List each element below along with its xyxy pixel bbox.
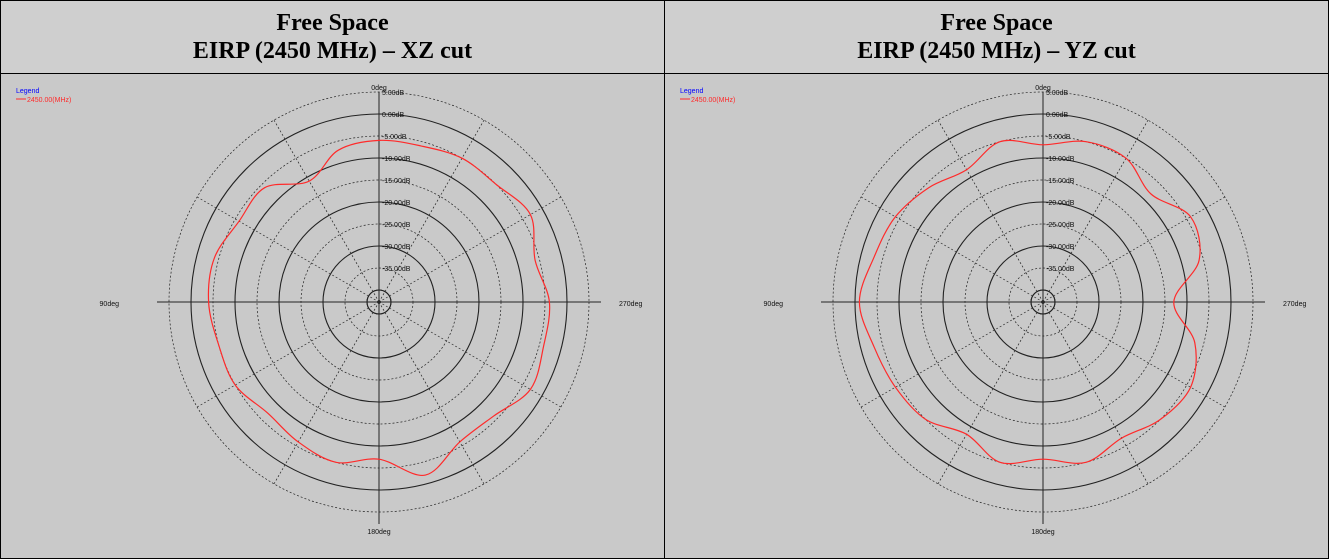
grid-spoke xyxy=(273,119,380,303)
polar-grid xyxy=(821,91,1265,524)
grid-spoke xyxy=(196,301,380,408)
radial-tick-label: -30.00dB xyxy=(1046,244,1075,251)
radial-tick-label: -30.00dB xyxy=(382,244,411,251)
radial-tick-label: -10.00dB xyxy=(382,156,411,163)
angle-label: 270deg xyxy=(1283,301,1306,308)
legend-title: Legend xyxy=(16,88,39,95)
angle-label: 0deg xyxy=(371,85,387,92)
trace-line xyxy=(858,139,1201,465)
grid-spoke xyxy=(378,196,562,303)
angle-label: 270deg xyxy=(619,301,642,308)
grid-center-circle xyxy=(366,289,392,315)
grid-spoke xyxy=(378,301,562,408)
panel-title-line1: Free Space xyxy=(940,10,1053,36)
radial-tick-label: -25.00dB xyxy=(382,222,411,229)
grid-center-circle xyxy=(1030,289,1056,315)
radial-tick-label: -20.00dB xyxy=(382,200,411,207)
panel-header: Free Space EIRP (2450 MHz) – XZ cut xyxy=(1,1,664,74)
radial-tick-label: -15.00dB xyxy=(1046,178,1075,185)
trace-line xyxy=(207,139,551,476)
radial-tick-label: -20.00dB xyxy=(1046,200,1075,207)
polar-plot-area: Legend 2450.00(MHz) 0deg 90deg 180deg 270de… xyxy=(665,74,1328,558)
grid-spoke xyxy=(937,301,1044,485)
grid-spoke xyxy=(1042,301,1149,485)
grid-spoke xyxy=(378,301,485,485)
panel-title-line1: Free Space xyxy=(276,10,389,36)
radial-tick-label: 0.00dB xyxy=(1046,112,1069,119)
polar-grid xyxy=(157,91,601,524)
grid-spoke xyxy=(1042,119,1149,303)
radial-tick-label: -10.00dB xyxy=(1046,156,1075,163)
radial-tick-label: -15.00dB xyxy=(382,178,411,185)
legend-title: Legend xyxy=(680,88,703,95)
angle-label: 90deg xyxy=(100,301,120,308)
polar-plot-area: Legend 2450.00(MHz) 0deg 90deg 180deg 270de… xyxy=(1,74,664,558)
radial-tick-label: 5.00dB xyxy=(1046,90,1069,97)
grid-spoke xyxy=(1042,301,1226,408)
panel-xz: Free Space EIRP (2450 MHz) – XZ cut Lege… xyxy=(1,1,664,558)
grid-spoke xyxy=(1042,196,1226,303)
radial-tick-label: -5.00dB xyxy=(1046,134,1071,141)
radial-tick-label: -35.00dB xyxy=(382,266,411,273)
legend-label: 2450.00(MHz) xyxy=(691,97,735,104)
grid-spoke xyxy=(273,301,380,485)
radial-tick-label: 5.00dB xyxy=(382,90,405,97)
polar-chart: Legend 2450.00(MHz) 0deg 90deg 180deg 270de… xyxy=(16,85,643,536)
panel-title-line2: EIRP (2450 MHz) – YZ cut xyxy=(857,38,1136,64)
angle-label: 90deg xyxy=(764,301,784,308)
panel-yz: Free Space EIRP (2450 MHz) – YZ cut Lege… xyxy=(664,1,1328,558)
panel-title-line2: EIRP (2450 MHz) – XZ cut xyxy=(192,38,473,64)
radial-tick-label: -5.00dB xyxy=(382,134,407,141)
legend-label: 2450.00(MHz) xyxy=(27,97,71,104)
angle-label: 0deg xyxy=(1035,85,1051,92)
radial-tick-label: -25.00dB xyxy=(1046,222,1075,229)
grid-spoke xyxy=(378,119,485,303)
polar-labels: 0deg 90deg 180deg 270deg 5.00dB 0.00dB -5.00dB… xyxy=(764,85,1307,536)
angle-label: 180deg xyxy=(1031,529,1054,536)
panel-header: Free Space EIRP (2450 MHz) – YZ cut xyxy=(665,1,1328,74)
angle-label: 180deg xyxy=(367,529,390,536)
radial-tick-label: -35.00dB xyxy=(1046,266,1075,273)
polar-labels: 0deg 90deg 180deg 270deg 5.00dB 0.00dB -5.00dB… xyxy=(100,85,643,536)
grid-spoke xyxy=(937,119,1044,303)
grid-spoke xyxy=(196,196,380,303)
polar-chart: Legend 2450.00(MHz) 0deg 90deg 180deg 270de… xyxy=(680,85,1307,536)
grid-spoke xyxy=(860,196,1044,303)
grid-spoke xyxy=(860,301,1044,408)
radial-tick-label: 0.00dB xyxy=(382,112,405,119)
